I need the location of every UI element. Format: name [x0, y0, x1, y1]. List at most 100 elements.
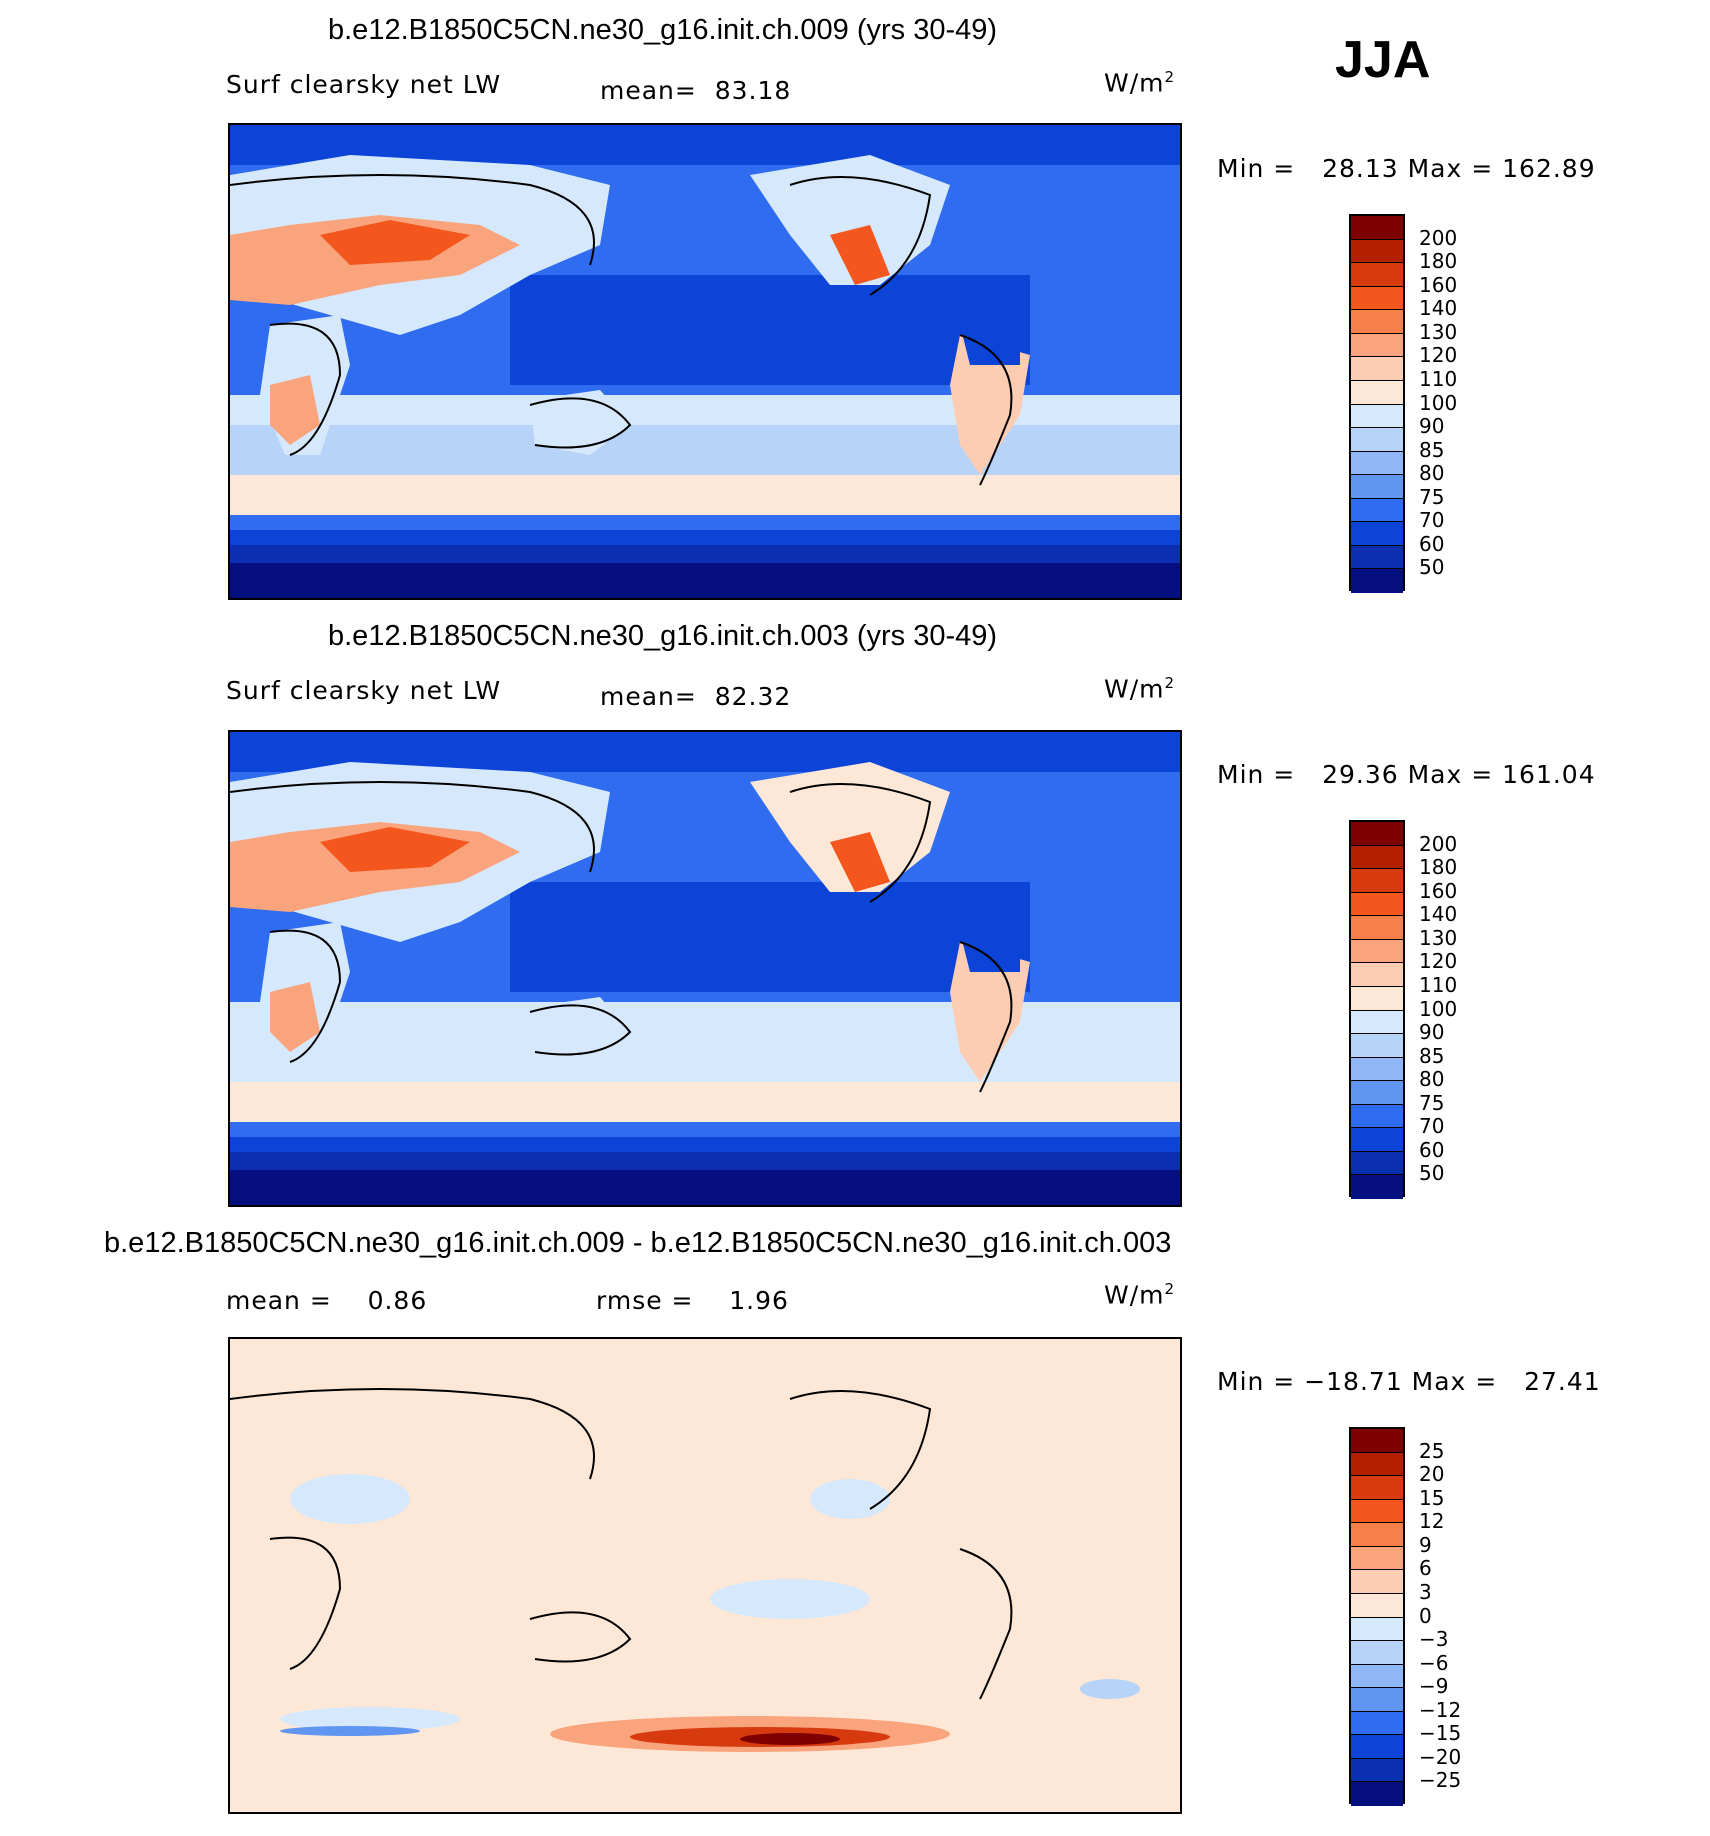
colorbar3-swatch [1351, 1593, 1403, 1618]
panel1-map [228, 123, 1182, 600]
colorbar2-tick-label: 140 [1419, 902, 1458, 927]
colorbar2-tick-label: 110 [1419, 972, 1458, 997]
panel3-rmse-label: rmse = 1.96 [596, 1286, 789, 1315]
panel1-title: b.e12.B1850C5CN.ne30_g16.init.ch.009 (yr… [328, 14, 998, 46]
colorbar1-swatch [1351, 545, 1403, 570]
colorbar2-swatch [1351, 1034, 1403, 1058]
panel1-variable-label: Surf clearsky net LW [226, 70, 502, 99]
colorbar2-tick-label: 60 [1419, 1137, 1445, 1162]
colorbar1-swatch [1351, 475, 1403, 499]
colorbar3-swatch [1351, 1523, 1403, 1547]
colorbar3-tick-label: 15 [1419, 1485, 1445, 1510]
colorbar3-swatch [1351, 1546, 1403, 1571]
panel1-units: W/m2 [1104, 68, 1176, 98]
colorbar2-tick-label: 120 [1419, 949, 1458, 974]
colorbar2-swatch [1351, 1128, 1403, 1152]
colorbar2-tick-label: 200 [1419, 831, 1458, 856]
colorbar2-swatch [1351, 892, 1403, 917]
colorbar3-tick-label: −6 [1419, 1650, 1449, 1675]
panel1-colorbar [1349, 214, 1405, 593]
colorbar3-tick-label: −3 [1419, 1627, 1449, 1652]
colorbar2-tick-label: 180 [1419, 855, 1458, 880]
colorbar3-swatch [1351, 1758, 1403, 1783]
colorbar1-swatch [1351, 451, 1403, 476]
colorbar1-swatch [1351, 522, 1403, 546]
colorbar2-tick-label: 160 [1419, 878, 1458, 903]
colorbar1-tick-label: 50 [1419, 555, 1445, 580]
colorbar3-swatch [1351, 1476, 1403, 1500]
panel2-title: b.e12.B1850C5CN.ne30_g16.init.ch.003 (yr… [328, 620, 998, 652]
colorbar2-swatch [1351, 869, 1403, 893]
colorbar2-tick-label: 130 [1419, 925, 1458, 950]
colorbar1-tick-label: 85 [1419, 437, 1445, 462]
colorbar1-swatch [1351, 286, 1403, 311]
colorbar3-tick-label: −12 [1419, 1697, 1462, 1722]
colorbar1-tick-label: 70 [1419, 508, 1445, 533]
panel3-minmax: Min = −18.71 Max = 27.41 [1217, 1367, 1601, 1396]
colorbar2-tick-label: 75 [1419, 1090, 1445, 1115]
panel3-mean-label: mean = 0.86 [226, 1286, 428, 1315]
colorbar3-swatch [1351, 1452, 1403, 1477]
colorbar1-swatch [1351, 310, 1403, 334]
colorbar1-swatch [1351, 216, 1403, 240]
colorbar2-swatch [1351, 1104, 1403, 1129]
colorbar1-swatch [1351, 404, 1403, 429]
colorbar2-swatch [1351, 822, 1403, 846]
colorbar1-tick-label: 80 [1419, 461, 1445, 486]
colorbar1-tick-label: 140 [1419, 296, 1458, 321]
colorbar2-tick-label: 100 [1419, 996, 1458, 1021]
colorbar2-tick-label: 85 [1419, 1043, 1445, 1068]
colorbar2-swatch [1351, 986, 1403, 1011]
colorbar3-swatch [1351, 1664, 1403, 1689]
colorbar2-swatch [1351, 845, 1403, 870]
panel3-colorbar [1349, 1427, 1405, 1806]
colorbar3-tick-label: 9 [1419, 1532, 1432, 1557]
panel3-map [228, 1337, 1182, 1814]
colorbar1-swatch [1351, 357, 1403, 381]
colorbar2-swatch [1351, 1081, 1403, 1105]
colorbar1-tick-label: 60 [1419, 531, 1445, 556]
panel2-variable-label: Surf clearsky net LW [226, 676, 502, 705]
colorbar3-swatch [1351, 1499, 1403, 1524]
colorbar3-tick-label: 6 [1419, 1556, 1432, 1581]
colorbar3-tick-label: 12 [1419, 1509, 1445, 1534]
colorbar2-swatch [1351, 1175, 1403, 1199]
colorbar1-swatch [1351, 428, 1403, 452]
colorbar2-tick-label: 50 [1419, 1161, 1445, 1186]
panel2-colorbar [1349, 820, 1405, 1199]
colorbar3-tick-label: −20 [1419, 1744, 1462, 1769]
panel1-mean-label: mean= 83.18 [600, 76, 792, 105]
colorbar3-swatch [1351, 1711, 1403, 1736]
colorbar1-swatch [1351, 263, 1403, 287]
colorbar3-swatch [1351, 1570, 1403, 1594]
colorbar2-tick-label: 70 [1419, 1114, 1445, 1139]
colorbar2-swatch [1351, 939, 1403, 964]
colorbar3-tick-label: −9 [1419, 1674, 1449, 1699]
colorbar2-swatch [1351, 1151, 1403, 1176]
colorbar1-swatch [1351, 333, 1403, 358]
colorbar3-swatch [1351, 1617, 1403, 1642]
colorbar3-tick-label: 0 [1419, 1603, 1432, 1628]
colorbar2-swatch [1351, 963, 1403, 987]
panel2-mean-label: mean= 82.32 [600, 682, 792, 711]
colorbar3-swatch [1351, 1782, 1403, 1806]
colorbar3-tick-label: −15 [1419, 1721, 1462, 1746]
colorbar1-swatch [1351, 498, 1403, 523]
panel2-units: W/m2 [1104, 674, 1176, 704]
colorbar2-swatch [1351, 916, 1403, 940]
colorbar1-tick-label: 90 [1419, 414, 1445, 439]
colorbar1-tick-label: 120 [1419, 343, 1458, 368]
colorbar2-swatch [1351, 1057, 1403, 1082]
colorbar1-tick-label: 100 [1419, 390, 1458, 415]
panel2-minmax: Min = 29.36 Max = 161.04 [1217, 760, 1596, 789]
colorbar1-tick-label: 180 [1419, 249, 1458, 274]
colorbar2-tick-label: 90 [1419, 1020, 1445, 1045]
colorbar1-swatch [1351, 569, 1403, 593]
colorbar3-swatch [1351, 1688, 1403, 1712]
panel1-minmax: Min = 28.13 Max = 162.89 [1217, 154, 1596, 183]
colorbar3-tick-label: 25 [1419, 1438, 1445, 1463]
colorbar1-tick-label: 75 [1419, 484, 1445, 509]
panel3-title: b.e12.B1850C5CN.ne30_g16.init.ch.009 - b… [104, 1227, 1172, 1259]
colorbar3-swatch [1351, 1735, 1403, 1759]
panel2-map [228, 730, 1182, 1207]
